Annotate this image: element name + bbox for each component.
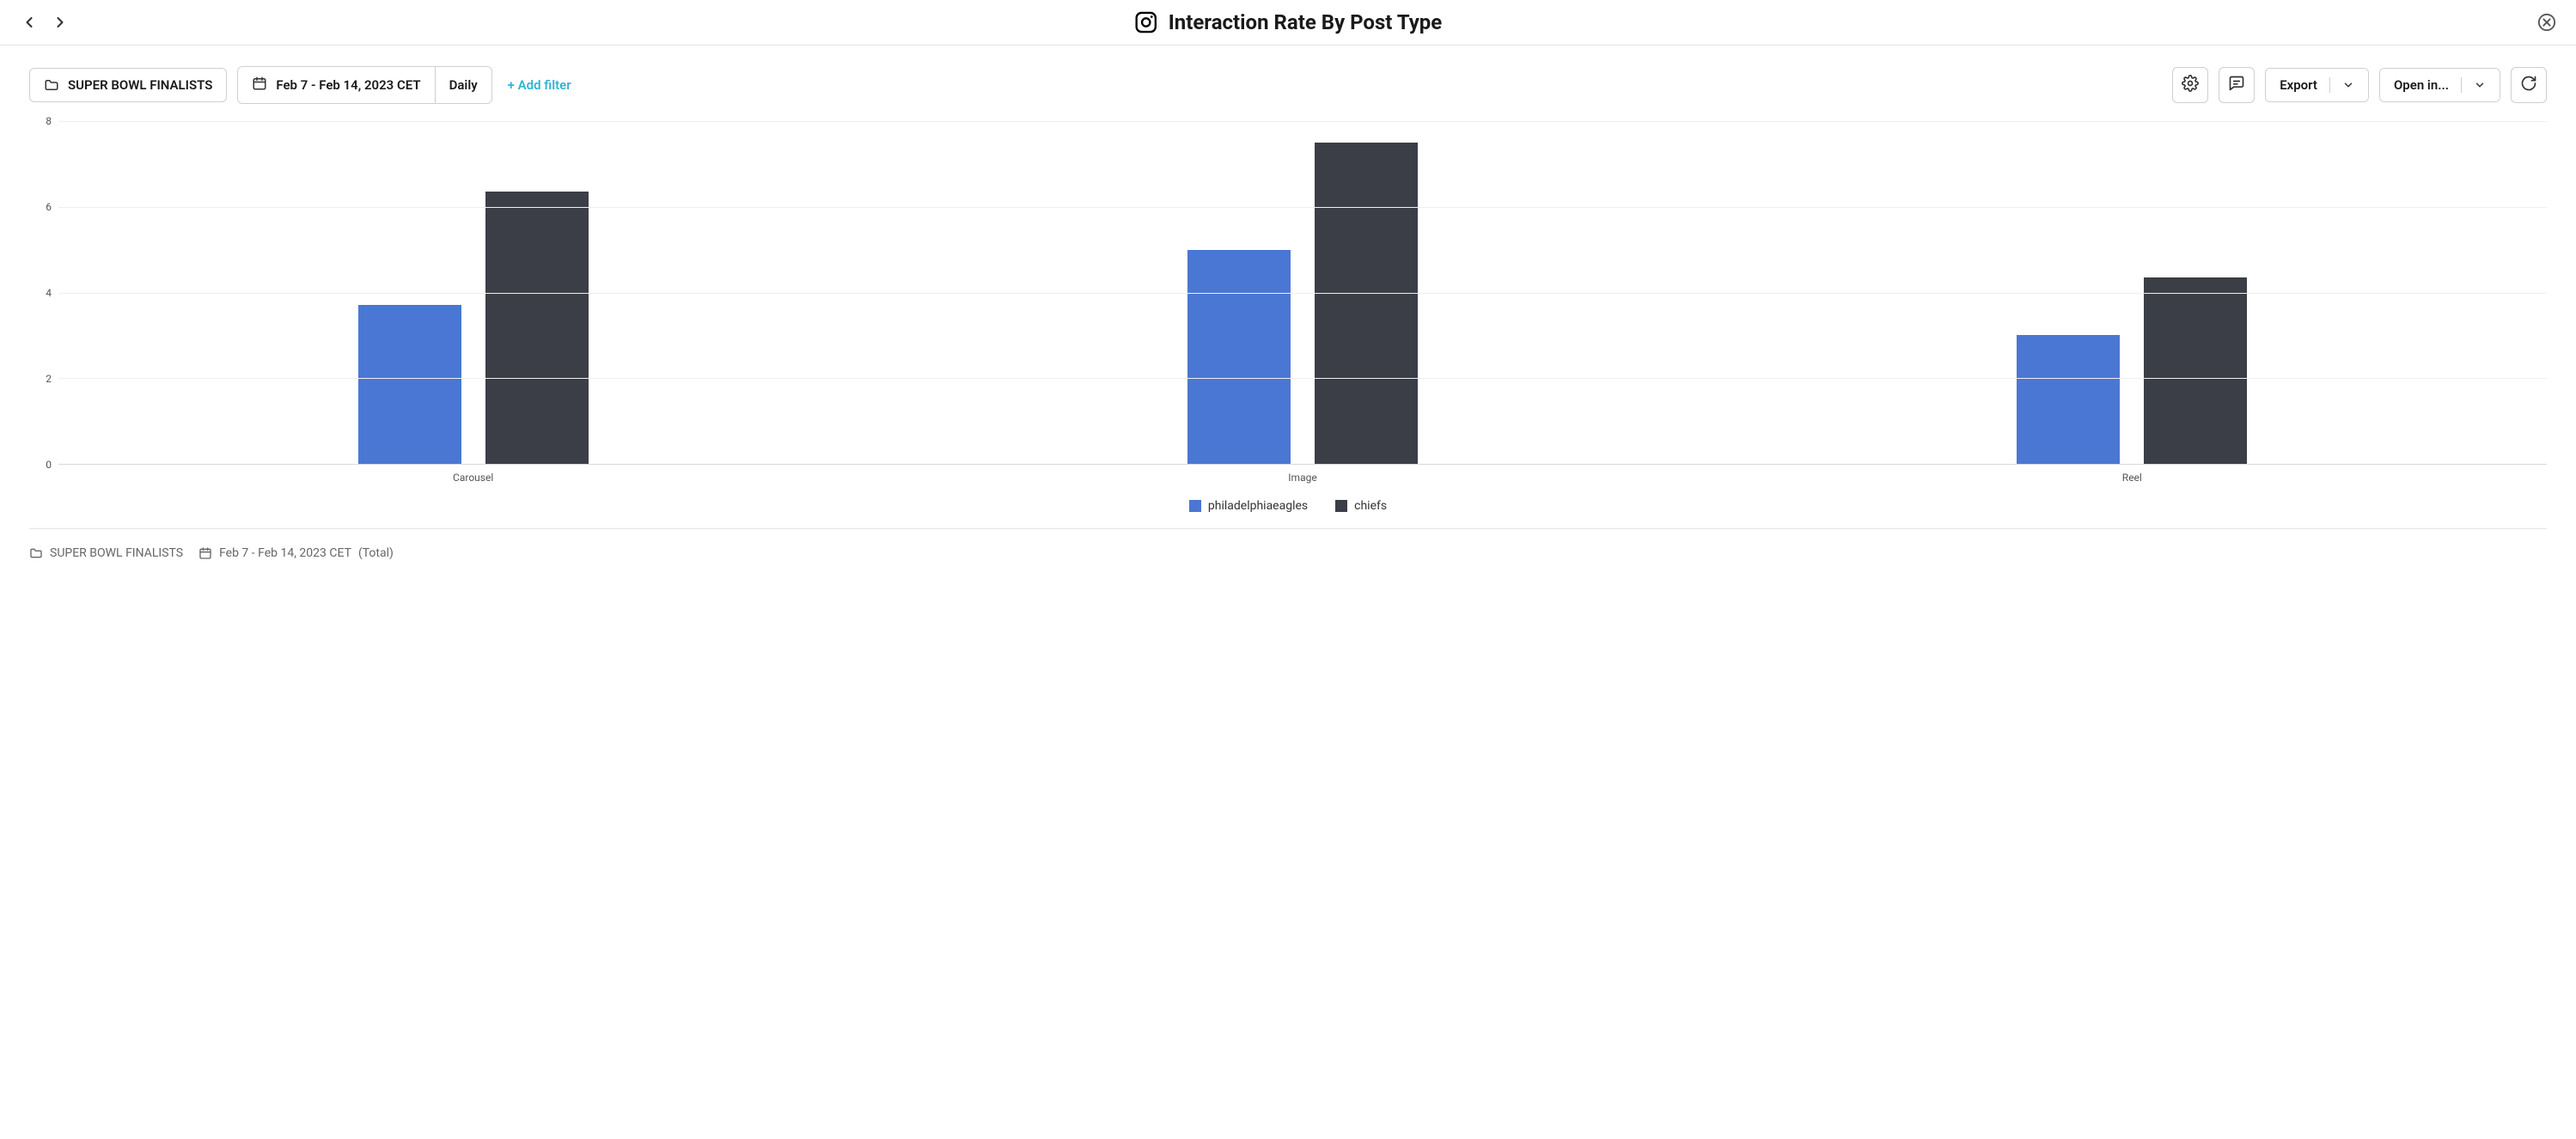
x-label: Reel (1718, 465, 2547, 484)
chevron-down-icon (2474, 79, 2486, 91)
granularity-label: Daily (449, 77, 478, 93)
folder-filter-button[interactable]: SUPER BOWL FINALISTS (29, 68, 227, 102)
add-filter-button[interactable]: + Add filter (503, 69, 577, 101)
legend-label: chiefs (1354, 499, 1387, 513)
plot-area (58, 121, 2547, 465)
footer-folder-label: SUPER BOWL FINALISTS (50, 546, 183, 560)
gear-icon (2182, 75, 2199, 95)
y-axis: 02468 (29, 121, 58, 465)
legend: philadelphiaeagles chiefs (29, 484, 2547, 521)
comments-button[interactable] (2219, 67, 2255, 103)
title-block: Interaction Rate By Post Type (1134, 10, 1443, 34)
footer-bar: SUPER BOWL FINALISTS Feb 7 - Feb 14, 202… (29, 528, 2547, 577)
chevron-down-icon (2342, 79, 2354, 91)
legend-item[interactable]: philadelphiaeagles (1189, 499, 1308, 513)
gridline (58, 121, 2547, 122)
footer-folder: SUPER BOWL FINALISTS (29, 546, 183, 560)
calendar-icon (198, 546, 212, 560)
toolbar: SUPER BOWL FINALISTS Feb 7 - Feb 14, 202… (0, 46, 2576, 113)
bar[interactable] (2017, 335, 2120, 464)
legend-swatch (1189, 500, 1201, 512)
footer-aggregation: (Total) (358, 546, 394, 560)
bar[interactable] (485, 192, 589, 464)
bar[interactable] (1187, 250, 1291, 464)
comment-icon (2228, 75, 2245, 95)
legend-label: philadelphiaeagles (1208, 499, 1308, 513)
refresh-button[interactable] (2511, 67, 2547, 103)
footer-date-label: Feb 7 - Feb 14, 2023 CET (219, 546, 351, 560)
x-axis-labels: CarouselImageReel (58, 465, 2547, 484)
x-label: Carousel (58, 465, 888, 484)
footer-date: Feb 7 - Feb 14, 2023 CET (Total) (198, 546, 394, 560)
gridline (58, 378, 2547, 379)
nav-arrows (17, 10, 72, 34)
export-control: Export (2265, 68, 2369, 102)
date-range-button[interactable]: Feb 7 - Feb 14, 2023 CET (238, 67, 434, 103)
y-tick: 8 (46, 115, 52, 127)
instagram-icon (1134, 10, 1158, 34)
bar[interactable] (2144, 277, 2247, 464)
nav-back-button[interactable] (17, 10, 41, 34)
open-in-control: Open in... (2379, 68, 2500, 102)
chart: 02468 (29, 121, 2547, 465)
refresh-icon (2520, 75, 2537, 95)
legend-swatch (1335, 500, 1347, 512)
date-range-control: Feb 7 - Feb 14, 2023 CET Daily (237, 66, 491, 104)
chart-container: 0 2 4 6 8 CarouselImageReel philadelphiaeagl… (0, 113, 2576, 528)
open-in-button[interactable]: Open in... (2380, 69, 2500, 101)
export-label: Export (2280, 77, 2317, 93)
folder-icon (29, 546, 43, 560)
y-tick: 6 (46, 201, 52, 213)
folder-filter-label: SUPER BOWL FINALISTS (68, 77, 212, 93)
granularity-button[interactable]: Daily (435, 67, 491, 103)
x-label: Image (888, 465, 1717, 484)
date-range-label: Feb 7 - Feb 14, 2023 CET (276, 77, 420, 93)
y-tick: 0 (46, 459, 52, 471)
calendar-icon (252, 76, 267, 94)
bar[interactable] (1315, 143, 1418, 464)
settings-button[interactable] (2172, 67, 2208, 103)
bar[interactable] (358, 305, 461, 464)
close-button[interactable] (2535, 10, 2559, 34)
y-tick: 4 (46, 287, 52, 299)
header-bar: Interaction Rate By Post Type (0, 0, 2576, 46)
legend-item[interactable]: chiefs (1335, 499, 1387, 513)
export-button[interactable]: Export (2266, 69, 2368, 101)
nav-forward-button[interactable] (48, 10, 72, 34)
y-tick: 2 (46, 373, 52, 385)
open-in-label: Open in... (2394, 77, 2449, 93)
page-title: Interaction Rate By Post Type (1169, 10, 1443, 34)
folder-icon (44, 77, 59, 93)
gridline (58, 293, 2547, 294)
gridline (58, 207, 2547, 208)
